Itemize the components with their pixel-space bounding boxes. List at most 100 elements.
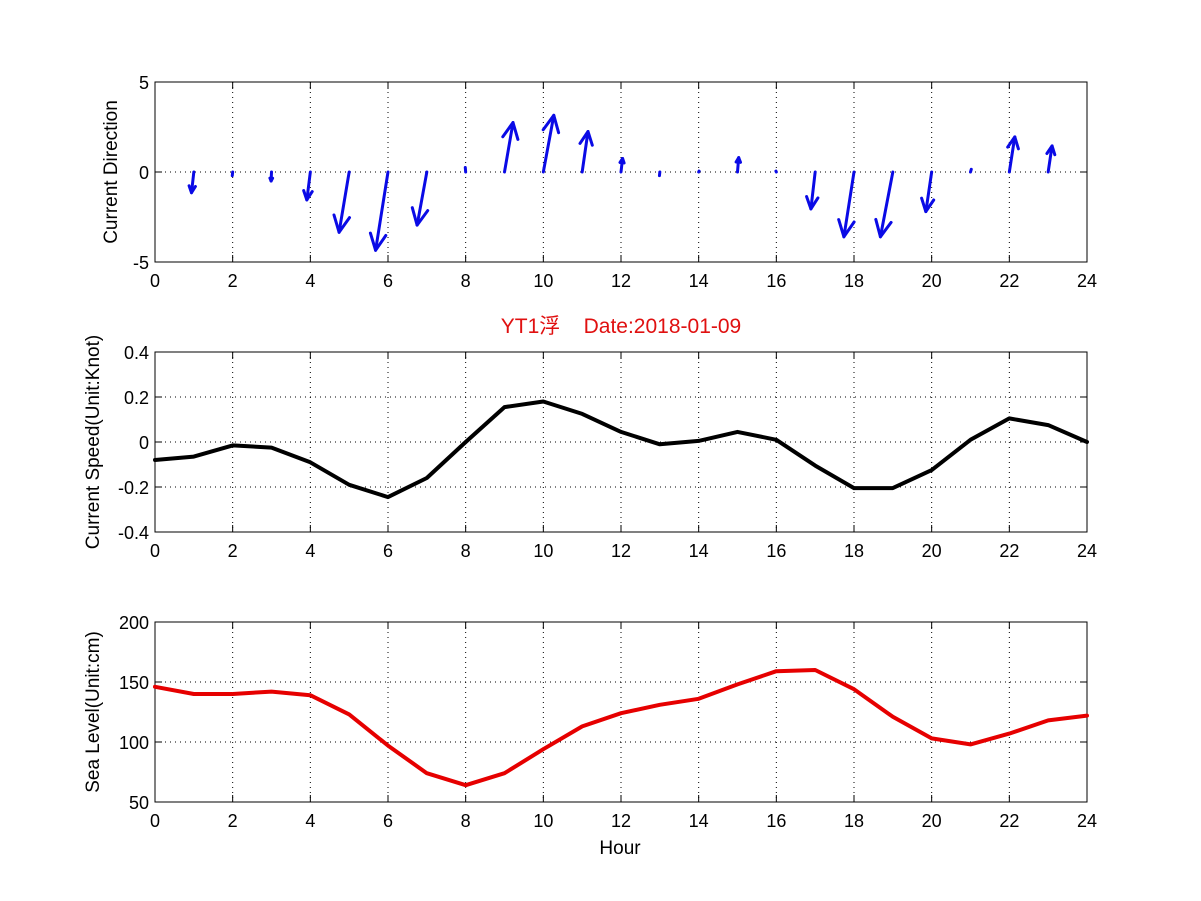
current-arrow (1006, 135, 1020, 174)
current-arrow (969, 167, 973, 174)
x-tick-label: 8 (461, 541, 471, 561)
arrow-shaft (924, 170, 934, 214)
x-tick-label: 10 (533, 811, 553, 831)
x-tick-label: 16 (766, 271, 786, 291)
x-tick-label: 24 (1077, 811, 1097, 831)
current-speed-panel: YT1浮 Date:2018-01-09 0 2 4 6 8 10 12 14 16 18 20 22… (83, 315, 1097, 561)
arrow-head (578, 130, 594, 147)
current-arrow (920, 170, 936, 214)
arrow-head (268, 176, 275, 183)
x-tick-label: 10 (533, 271, 553, 291)
x-tick-label: 4 (305, 271, 315, 291)
x-tick-label: 16 (766, 541, 786, 561)
x-tick-label: 14 (689, 271, 709, 291)
arrow-head (368, 231, 388, 252)
x-tick-label: 24 (1077, 541, 1097, 561)
arrow-head (302, 189, 314, 202)
y-tick-label: 50 (129, 793, 149, 813)
x-tick-label: 6 (383, 271, 393, 291)
x-tick-label: 12 (611, 271, 631, 291)
arrow-shaft (1007, 135, 1017, 174)
y-tick-label: 200 (119, 613, 149, 633)
arrow-head (920, 196, 936, 214)
x-tick-label: 24 (1077, 271, 1097, 291)
y-tick-label: -5 (133, 253, 149, 273)
x-tick-label: 22 (999, 271, 1019, 291)
arrow-head (1006, 135, 1020, 151)
arrow-shaft (415, 170, 429, 227)
arrow-shaft (541, 113, 556, 174)
x-tick-label: 20 (922, 541, 942, 561)
x-tick-label: 0 (150, 271, 160, 291)
x-tick-label: 12 (611, 541, 631, 561)
x-tick-label: 8 (461, 271, 471, 291)
series-line (153, 399, 1089, 500)
arrow-shaft (374, 170, 390, 252)
current-arrow (1045, 144, 1057, 174)
current-speed-ylabel: Current Speed(Unit:Knot) (83, 335, 104, 549)
x-tick-label: 0 (150, 541, 160, 561)
x-tick-label: 20 (922, 811, 942, 831)
x-tick-label: 6 (383, 811, 393, 831)
arrow-head (187, 184, 197, 195)
x-tick-label: 18 (844, 811, 864, 831)
y-tick-label: 5 (139, 73, 149, 93)
current-direction-panel: 0 2 4 6 8 10 12 14 16 18 20 22 24 -505 Current Direc… (101, 73, 1097, 291)
arrow-shaft (305, 170, 312, 202)
x-tick-label: 20 (922, 271, 942, 291)
arrow-head (332, 213, 351, 234)
current-arrow (734, 156, 742, 174)
x-tick-label: 22 (999, 541, 1019, 561)
arrow-head (805, 195, 820, 211)
x-tick-label: 16 (766, 811, 786, 831)
current-arrow (805, 170, 820, 211)
x-tick-label: 0 (150, 811, 160, 831)
arrow-head (1045, 144, 1057, 157)
arrow-head (410, 206, 430, 227)
y-tick-label: 150 (119, 673, 149, 693)
x-tick-label: 2 (228, 811, 238, 831)
x-tick-label: 6 (383, 541, 393, 561)
current-arrow (541, 113, 561, 174)
arrow-shaft (1046, 144, 1054, 174)
y-tick-label: -0.4 (118, 523, 149, 543)
arrow-shaft (337, 170, 351, 234)
current-arrow (410, 170, 430, 227)
arrow-shaft (503, 121, 515, 174)
y-tick-label: 0.4 (124, 343, 149, 363)
arrow-shaft (878, 170, 895, 239)
x-tick-label: 8 (461, 811, 471, 831)
x-tick-label: 14 (689, 541, 709, 561)
arrow-head (874, 217, 893, 239)
arrow-head (837, 218, 856, 239)
current-arrow (368, 170, 390, 252)
x-tick-label: 4 (305, 811, 315, 831)
y-tick-label: 0.2 (124, 388, 149, 408)
hour-xlabel: Hour (599, 838, 641, 859)
chart-title: YT1浮 Date:2018-01-09 (501, 315, 741, 338)
y-tick-label: -0.2 (118, 478, 149, 498)
arrow-shaft (969, 167, 973, 174)
current-arrow (578, 130, 594, 174)
x-tick-label: 10 (533, 541, 553, 561)
current-arrow (501, 121, 520, 174)
arrow-head (541, 113, 561, 135)
arrow-head (501, 121, 520, 141)
current-arrow (332, 170, 351, 234)
x-tick-label: 18 (844, 271, 864, 291)
arrow-shaft (580, 130, 590, 174)
arrow-shaft (190, 170, 196, 195)
sea-level-ylabel: Sea Level(Unit:cm) (83, 631, 104, 793)
x-tick-label: 22 (999, 811, 1019, 831)
x-tick-label: 2 (228, 271, 238, 291)
current-arrow (302, 170, 314, 202)
arrow-shaft (842, 170, 856, 239)
x-tick-label: 18 (844, 541, 864, 561)
series-line (153, 668, 1089, 788)
x-tick-label: 2 (228, 541, 238, 561)
current-arrow (837, 170, 856, 239)
current-arrow (187, 170, 197, 195)
current-arrow (268, 170, 275, 183)
